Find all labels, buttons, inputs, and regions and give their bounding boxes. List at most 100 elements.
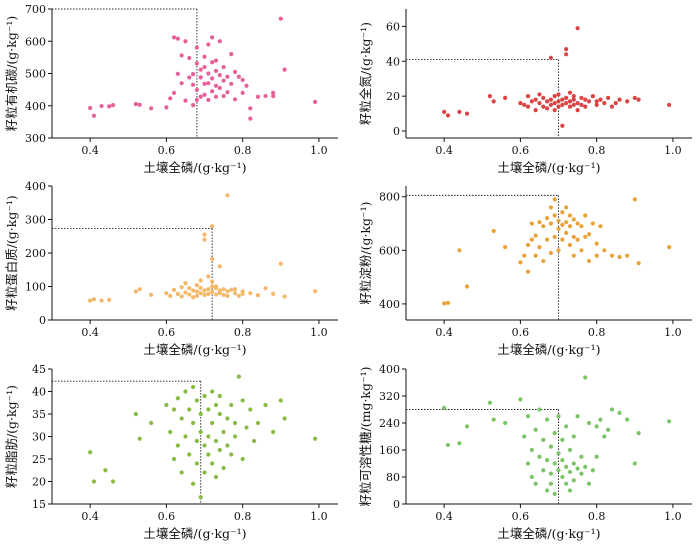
data-point (206, 407, 211, 412)
y-tick-label: 600 (25, 35, 46, 48)
data-point (232, 97, 238, 102)
data-point (533, 233, 538, 238)
data-point (236, 374, 241, 379)
data-point (232, 291, 238, 296)
y-tick-label: 300 (25, 214, 46, 227)
data-point (541, 258, 546, 264)
data-point (487, 400, 492, 405)
data-point (217, 264, 222, 269)
data-point (586, 420, 592, 426)
data-point (560, 437, 565, 442)
data-point (232, 420, 238, 426)
x-tick-label: 1.0 (664, 510, 682, 523)
data-point (590, 468, 595, 473)
data-point (190, 72, 196, 77)
data-point (99, 298, 104, 303)
data-point (625, 253, 630, 258)
data-point (190, 103, 196, 108)
data-point (190, 295, 196, 300)
data-point (560, 474, 565, 480)
data-point (556, 451, 561, 456)
data-point (202, 232, 207, 237)
data-point (190, 82, 196, 87)
data-point (225, 289, 230, 294)
x-axis-title: 土壤全磷/(g·kg⁻¹) (143, 526, 246, 541)
data-point (202, 288, 207, 293)
data-point (457, 441, 462, 446)
data-point (202, 54, 207, 59)
x-tick-label: 0.6 (512, 510, 530, 523)
data-point (564, 95, 569, 101)
x-tick-label: 0.8 (234, 144, 252, 157)
data-point (491, 417, 496, 422)
data-point (110, 479, 116, 484)
x-tick-label: 0.4 (435, 326, 453, 339)
data-point (88, 298, 93, 303)
data-point (667, 419, 672, 424)
data-point (183, 290, 188, 295)
data-point (221, 93, 226, 99)
x-axis-title: 土壤全磷/(g·kg⁻¹) (497, 342, 600, 357)
data-point (529, 447, 534, 453)
data-point (91, 297, 97, 302)
y-tick-label: 400 (25, 100, 46, 113)
data-point (575, 101, 580, 106)
data-point (567, 242, 573, 248)
data-point (282, 294, 287, 299)
data-point (598, 97, 603, 102)
data-point (442, 109, 447, 114)
data-point (206, 452, 211, 457)
data-point (225, 416, 230, 421)
y-tick-label: 40 (32, 386, 46, 399)
data-point (225, 193, 230, 198)
data-point (198, 75, 203, 80)
data-point (194, 293, 200, 298)
x-tick-label: 0.6 (158, 510, 176, 523)
data-point (221, 64, 226, 70)
x-axis-title: 土壤全磷/(g·kg⁻¹) (143, 160, 246, 175)
data-point (236, 74, 241, 79)
data-point (575, 237, 580, 242)
x-tick-label: 1.0 (310, 326, 328, 339)
data-point (229, 52, 234, 57)
data-point (206, 81, 211, 86)
data-point (518, 260, 523, 265)
data-point (133, 411, 138, 417)
data-point (232, 287, 238, 292)
data-point (210, 76, 215, 81)
data-point (575, 414, 580, 419)
data-point (110, 103, 116, 108)
data-point (278, 261, 283, 266)
data-point (194, 97, 200, 103)
x-tick-label: 0.8 (588, 144, 606, 157)
data-point (194, 398, 200, 403)
data-point (548, 221, 554, 226)
data-point (210, 35, 215, 40)
data-point (198, 285, 203, 290)
data-point (564, 205, 569, 210)
y-tick-label: 80 (386, 471, 400, 484)
data-point (602, 434, 607, 439)
data-point (225, 443, 230, 448)
data-point (548, 250, 554, 256)
data-point (560, 97, 565, 102)
data-point (525, 242, 531, 248)
data-point (594, 424, 599, 429)
data-point (533, 97, 538, 102)
y-tick-label: 60 (386, 20, 400, 33)
data-point (202, 292, 207, 297)
data-point (202, 237, 207, 242)
data-point (522, 253, 527, 258)
data-point (556, 104, 561, 109)
data-point (636, 431, 641, 436)
data-point (544, 417, 550, 422)
data-point (175, 291, 180, 296)
data-point (187, 75, 192, 80)
data-point (609, 407, 615, 412)
data-point (198, 411, 203, 417)
panel-organic-carbon: 0.4 0.6 0.8 1.0 300 400 500 600 700 土壤全磷/(g·kg⁻¹)… (4, 3, 338, 175)
data-point (202, 393, 207, 399)
data-point (487, 94, 492, 99)
y-tick-label: 500 (25, 68, 46, 81)
x-tick-label: 1.0 (310, 144, 328, 157)
